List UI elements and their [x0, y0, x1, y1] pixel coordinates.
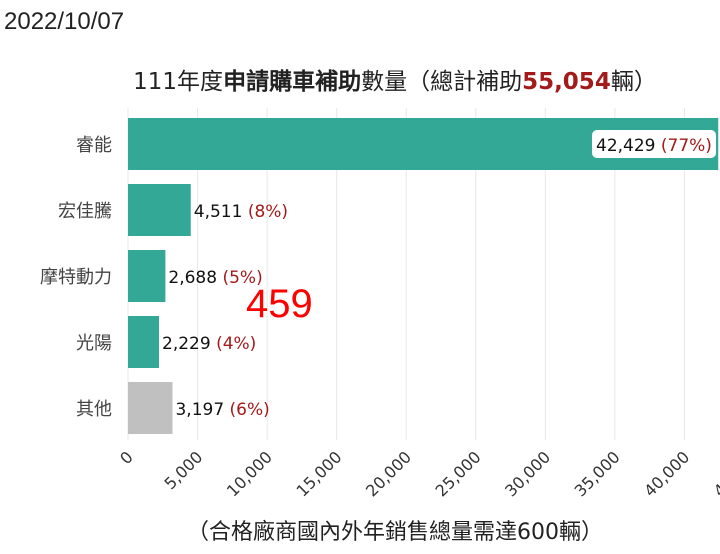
- data-label-box: [592, 130, 716, 158]
- title-bold: 申請購車補助: [223, 69, 362, 95]
- bar: [128, 184, 191, 236]
- x-tick-labels: 0 5,000 10,000 15,000 20,000 25,000 30,000 35,0…: [116, 447, 720, 500]
- percent-label: (6%): [230, 400, 270, 420]
- bar: [128, 316, 160, 368]
- overlay-number: 459: [246, 282, 313, 326]
- percent-label: (8%): [248, 202, 288, 222]
- x-tick-label: 25,000: [432, 447, 485, 500]
- value-label: 4,511: [194, 202, 248, 222]
- value-label: 2,688: [168, 268, 222, 288]
- category-label: 睿能: [76, 135, 112, 156]
- category-label: 其他: [76, 399, 112, 420]
- percent-label: (77%): [661, 136, 712, 156]
- value-label: 3,197: [175, 400, 229, 420]
- percent-label: (4%): [216, 334, 256, 354]
- date-label: 2022/10/07: [4, 8, 125, 35]
- bar: [128, 382, 173, 434]
- data-label: 2,229 (4%): [162, 334, 256, 354]
- x-tick-label: 15,000: [292, 447, 345, 500]
- category-label: 宏佳騰: [58, 201, 112, 222]
- x-tick-label: 35,000: [571, 447, 624, 500]
- x-tick-label: 45,000: [710, 447, 720, 500]
- x-tick-label: 5,000: [161, 447, 207, 493]
- value-label: 2,229: [162, 334, 216, 354]
- title-mid: 數量（總計補助: [361, 69, 523, 95]
- x-tick-label: 10,000: [223, 447, 276, 500]
- x-tick-label: 30,000: [501, 447, 554, 500]
- x-tick-label: 0: [116, 447, 137, 468]
- data-label: 4,511 (8%): [194, 202, 288, 222]
- data-label: 3,197 (6%): [175, 400, 269, 420]
- chart-title: 111年度申請購車補助數量（總計補助55,054輛）: [0, 62, 720, 96]
- category-label: 摩特動力: [40, 267, 112, 288]
- title-total: 55,054: [522, 69, 611, 95]
- data-label: 42,429 (77%): [596, 136, 712, 156]
- title-prefix: 111年度: [133, 69, 224, 95]
- bar: [128, 250, 166, 302]
- footnote: （合格廠商國內外年銷售總量需達600輛）: [187, 520, 603, 545]
- value-label: 42,429: [596, 136, 661, 156]
- percent-label: (5%): [222, 268, 262, 288]
- data-label: 2,688 (5%): [168, 268, 262, 288]
- x-tick-label: 40,000: [640, 447, 693, 500]
- data-labels: 42,429 (77%) 4,511 (8%) 2,688 (5%) 2,229 (4…: [162, 130, 716, 420]
- category-label: 光陽: [76, 333, 112, 354]
- title-suffix: 輛）: [610, 69, 657, 95]
- x-tick-label: 20,000: [362, 447, 415, 500]
